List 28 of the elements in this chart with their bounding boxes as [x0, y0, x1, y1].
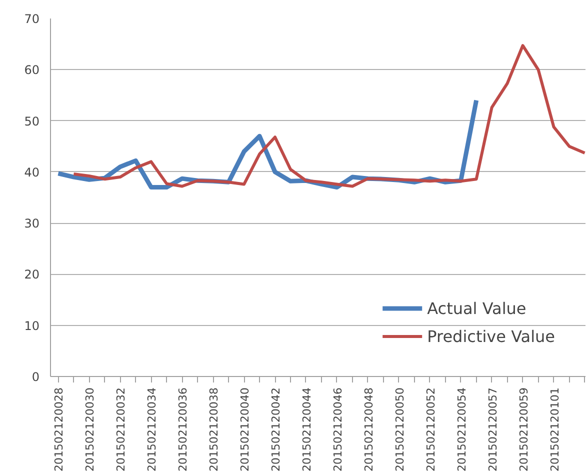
x-tick-label: 201502120052 [424, 388, 438, 472]
x-tick-label: 201502120046 [331, 388, 344, 472]
x-tick-label: 201502120059 [517, 388, 530, 472]
x-tick-label: 201502120057 [486, 388, 500, 472]
y-tick-label: 10 [24, 318, 40, 333]
x-tick-label: 201502120032 [114, 388, 128, 472]
x-tick-label: 201502120044 [300, 388, 314, 472]
y-tick-label: 20 [24, 268, 40, 282]
y-tick-label: 60 [24, 63, 40, 78]
x-tick-label: 201502120034 [146, 388, 159, 472]
x-tick-label: 201502120030 [84, 388, 97, 472]
y-tick-label: 0 [32, 370, 40, 384]
line-series [72, 44, 586, 188]
x-tick-label: 201502120040 [238, 388, 252, 472]
y-tick-label: 70 [24, 12, 40, 26]
y-tick-label: 30 [24, 216, 40, 231]
y-tick-label: 40 [24, 165, 40, 180]
x-tick-label: 201502120028 [52, 388, 66, 472]
x-tick-label: 201502120036 [176, 388, 190, 472]
x-tick-label: 201502120101 [548, 388, 562, 472]
y-tick-label: 50 [24, 114, 40, 128]
x-tick-label: 201502120048 [362, 388, 376, 472]
legend-label: Predictive Value [427, 326, 555, 346]
x-tick-label: 201502120050 [393, 388, 406, 472]
legend-label: Actual Value [427, 298, 526, 318]
x-tick-label: 201502120042 [270, 388, 283, 472]
x-tick-label: 201502120054 [455, 388, 468, 472]
x-tick-label: 201502120038 [208, 388, 221, 472]
